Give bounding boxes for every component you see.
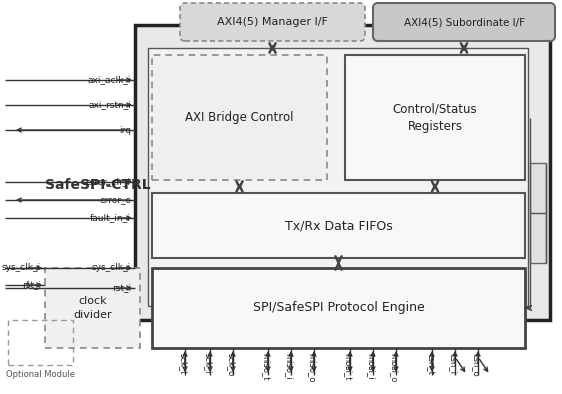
Bar (152, 193, 525, 258)
Bar (8, 320, 73, 365)
Text: sys_clk_i: sys_clk_i (92, 264, 131, 273)
Text: fault_in_i: fault_in_i (90, 214, 131, 223)
Text: Tx/Rx Data FIFOs: Tx/Rx Data FIFOs (284, 219, 392, 232)
Text: Control/Status
Registers: Control/Status Registers (393, 102, 477, 132)
Text: mosi_t: mosi_t (343, 353, 352, 381)
Text: mosi_o: mosi_o (389, 353, 398, 382)
Text: sck_t: sck_t (178, 353, 187, 374)
Text: miso_o: miso_o (307, 353, 316, 382)
Text: AXI4(5) Subordinate I/F: AXI4(5) Subordinate I/F (404, 17, 524, 27)
Text: csn_t: csn_t (425, 353, 434, 375)
Bar (152, 55, 327, 180)
Text: miso_i: miso_i (284, 353, 293, 380)
Text: csn_i: csn_i (448, 353, 457, 374)
Text: AXI Bridge Control: AXI Bridge Control (185, 111, 294, 124)
Text: irq: irq (119, 126, 131, 134)
Bar (530, 163, 546, 263)
Text: SPI/SafeSPI Protocol Engine: SPI/SafeSPI Protocol Engine (253, 301, 424, 314)
Bar (45, 268, 140, 348)
FancyBboxPatch shape (180, 3, 365, 41)
Text: sck_i: sck_i (203, 353, 212, 374)
Text: clock
divider: clock divider (73, 296, 112, 320)
Text: error_clr_i: error_clr_i (86, 178, 131, 186)
Text: axi_aclk_i: axi_aclk_i (88, 76, 131, 84)
Text: SafeSPI-CTRL: SafeSPI-CTRL (45, 178, 151, 192)
Bar (345, 55, 525, 180)
Bar (152, 268, 525, 348)
Text: AXI4(5) Manager I/F: AXI4(5) Manager I/F (217, 17, 328, 27)
Text: miso_t: miso_t (261, 353, 270, 381)
Text: mosi_i: mosi_i (366, 353, 375, 380)
Text: error_o: error_o (99, 195, 131, 204)
Text: rst_i: rst_i (22, 281, 41, 290)
Bar (135, 25, 550, 320)
Text: sck_o: sck_o (226, 353, 235, 376)
Text: csn_o: csn_o (471, 353, 480, 377)
FancyBboxPatch shape (373, 3, 555, 41)
Text: rst_i: rst_i (112, 284, 131, 292)
Text: sys_clk_i: sys_clk_i (2, 264, 41, 273)
Bar (148, 48, 528, 306)
Text: axi_rstn_i: axi_rstn_i (88, 100, 131, 110)
Text: Optional Module: Optional Module (6, 370, 75, 379)
